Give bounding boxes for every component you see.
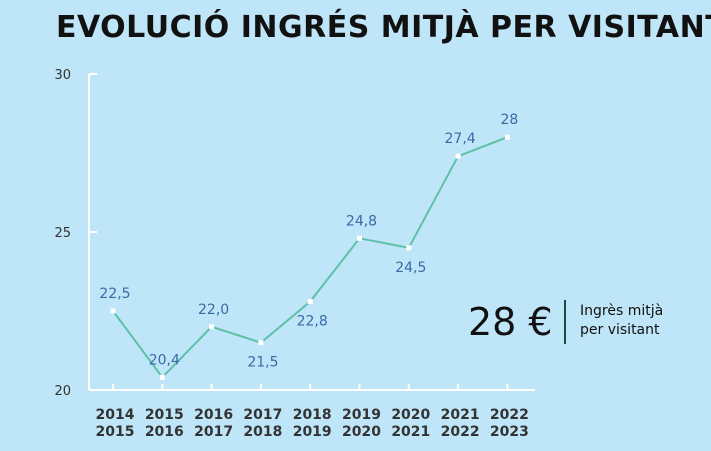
x-tick-label: 2019 (293, 424, 332, 440)
y-tick-label: 25 (54, 226, 71, 241)
x-tick-label: 2017 (194, 424, 233, 440)
x-tick-label: 2021 (391, 424, 430, 440)
x-tick-label: 2022 (441, 424, 480, 440)
x-tick-label: 2020 (391, 407, 430, 423)
data-point (455, 153, 461, 159)
x-tick-label: 2016 (145, 424, 184, 440)
x-tick-label: 2016 (194, 407, 233, 423)
callout-label-line1: Ingrès mitjà (580, 303, 664, 319)
y-tick-label: 30 (54, 68, 71, 83)
x-tick-label: 2021 (441, 407, 480, 423)
data-label: 24,5 (395, 260, 426, 276)
data-label: 24,8 (346, 213, 377, 229)
data-point (209, 324, 215, 330)
data-point (357, 235, 362, 241)
data-label: 28 (500, 112, 518, 128)
x-tick-label: 2018 (293, 407, 332, 423)
data-point (258, 340, 264, 346)
highlight-callout: 28 € Ingrès mitjà per visitant (468, 298, 698, 348)
callout-divider (564, 300, 566, 344)
data-point (504, 134, 510, 140)
x-tick-label: 2015 (145, 407, 184, 423)
x-tick-label: 2019 (342, 407, 381, 423)
x-tick-label: 2023 (490, 424, 529, 440)
data-point (307, 299, 313, 305)
x-tick-label: 2020 (342, 424, 381, 440)
x-tick-label: 2017 (243, 407, 282, 423)
data-label: 21,5 (247, 355, 278, 371)
x-tick-label: 2022 (490, 407, 529, 423)
data-point (159, 374, 165, 380)
data-label: 22,0 (198, 302, 229, 318)
callout-label-line2: per visitant (580, 322, 660, 338)
data-label: 27,4 (445, 131, 476, 147)
data-label: 20,4 (149, 352, 180, 368)
data-point (110, 308, 116, 314)
callout-value: 28 € (468, 300, 553, 344)
x-tick-label: 2015 (96, 424, 135, 440)
x-tick-label: 2018 (243, 424, 282, 440)
chart-title: EVOLUCIÓ INGRÉS MITJÀ PER VISITANT (56, 10, 711, 45)
data-point (406, 245, 412, 251)
data-label: 22,5 (99, 286, 130, 302)
y-tick-label: 20 (54, 384, 71, 399)
data-label: 22,8 (297, 314, 328, 330)
series-line (112, 136, 508, 379)
x-tick-label: 2014 (96, 407, 135, 423)
callout-label: Ingrès mitjà per visitant (580, 302, 690, 340)
